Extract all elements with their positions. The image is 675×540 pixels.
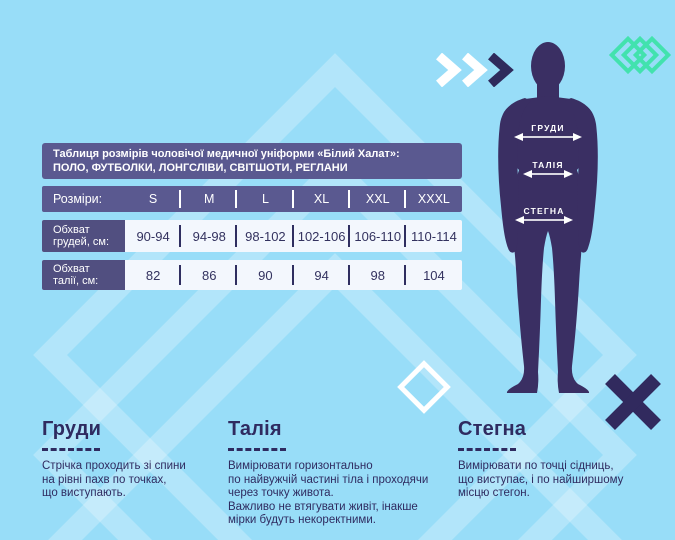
chest-measure-arrow	[514, 133, 582, 141]
size-cell: XXXL	[417, 192, 450, 206]
waist-value-cell: 82	[125, 260, 182, 290]
teal-diamond-logo-icon	[608, 35, 672, 75]
waist-row-label: Обхват талії, см:	[42, 260, 125, 290]
figure-waist-label: ТАЛІЯ	[532, 160, 563, 170]
size-table-title: Таблиця розмірів чоловічої медичної уніф…	[42, 143, 462, 179]
size-cell: XL	[294, 186, 350, 212]
chest-value-cell: 98-102	[237, 220, 294, 252]
size-cell: M	[181, 186, 238, 212]
white-diamond-icon	[397, 360, 451, 414]
chest-value-cell: 110-114	[411, 228, 457, 244]
dashed-divider	[42, 448, 100, 451]
silhouette-right-arm	[565, 98, 598, 253]
instruction-chest-text: Стрічка проходить зі спини на рівні пахв…	[42, 460, 186, 499]
male-silhouette-figure: ГРУДИ ТАЛІЯ СТЕГНА	[498, 42, 598, 393]
waist-value-cell: 94	[294, 260, 350, 290]
size-table: Таблиця розмірів чоловічої медичної уніф…	[42, 143, 462, 290]
table-row-chest: Обхват грудей, см: 90-94 94-98 98-102 10…	[42, 220, 462, 252]
size-table-title-line1: Таблиця розмірів чоловічої медичної уніф…	[53, 148, 400, 160]
instruction-waist: Талія Вимірювати горизонтально по найвуж…	[228, 418, 458, 528]
chest-row-label: Обхват грудей, см:	[42, 220, 125, 252]
triple-chevron-icon	[436, 53, 514, 87]
hips-measure-arrow	[515, 216, 573, 224]
waist-value-cell: 98	[350, 260, 407, 290]
waist-value-cell: 86	[181, 260, 238, 290]
instruction-hips-text: Вимірювати по точці сідниць, що виступає…	[458, 460, 624, 499]
figure-hips-label: СТЕГНА	[523, 206, 564, 216]
instruction-hips-title: Стегна	[458, 418, 527, 440]
silhouette-left-arm	[498, 98, 531, 253]
instruction-waist-text: Вимірювати горизонтально по найвужчій ча…	[228, 460, 429, 526]
waist-value-cell: 90	[237, 260, 294, 290]
chest-value-cell: 102-106	[294, 220, 350, 252]
size-cell: XXL	[350, 186, 407, 212]
waist-value-cell: 104	[423, 267, 445, 283]
silhouette-body	[502, 96, 594, 393]
chest-value-cell: 94-98	[181, 220, 238, 252]
instruction-chest-title: Груди	[42, 418, 102, 440]
instruction-chest: Груди Стрічка проходить зі спини на рівн…	[42, 418, 227, 501]
sizes-row-label: Розміри:	[53, 192, 103, 206]
table-row-waist: Обхват талії, см: 82 86 90 94 98 104	[42, 260, 462, 290]
dashed-divider	[228, 448, 286, 451]
chest-value-cell: 106-110	[350, 220, 407, 252]
size-cell: L	[237, 186, 294, 212]
size-table-title-line2: ПОЛО, ФУТБОЛКИ, ЛОНГСЛІВИ, СВІТШОТИ, РЕГ…	[53, 162, 348, 174]
table-row-sizes: Розміри: S M L XL XXL XXXL	[42, 186, 462, 212]
size-cell: S	[125, 186, 182, 212]
waist-measure-arrow	[523, 170, 573, 178]
dashed-divider	[458, 448, 516, 451]
figure-chest-label: ГРУДИ	[531, 123, 564, 133]
instruction-waist-title: Талія	[228, 418, 282, 440]
chest-value-cell: 90-94	[125, 220, 182, 252]
x-mark-icon	[605, 374, 661, 430]
instruction-hips: Стегна Вимірювати по точці сідниць, що в…	[458, 418, 670, 501]
